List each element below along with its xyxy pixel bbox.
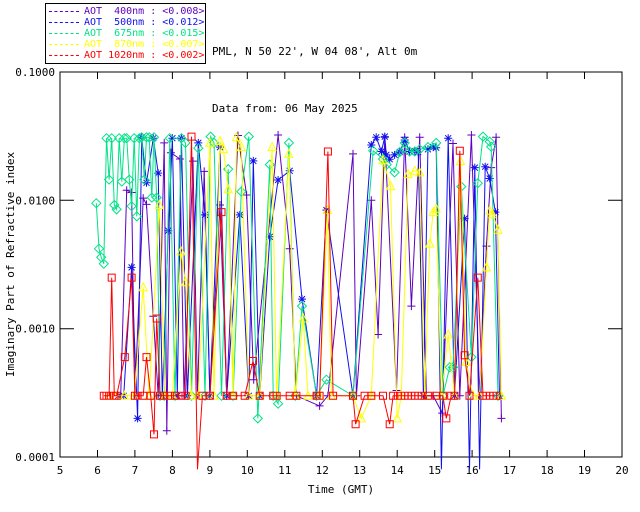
x-tick-label: 9 bbox=[207, 464, 214, 477]
series-aot-1020nm-line bbox=[103, 136, 497, 470]
x-tick-label: 15 bbox=[428, 464, 441, 477]
series-aot-675nm-markers bbox=[91, 131, 504, 424]
legend-dash-swatch-aot-400nm bbox=[49, 11, 79, 12]
y-tick-label: 0.1000 bbox=[15, 66, 55, 79]
x-tick-label: 17 bbox=[503, 464, 516, 477]
x-tick-label: 14 bbox=[391, 464, 405, 477]
x-axis-title: Time (GMT) bbox=[308, 483, 374, 496]
x-tick-label: 7 bbox=[132, 464, 139, 477]
series-aot-1020nm bbox=[99, 132, 501, 470]
x-tick-label: 12 bbox=[316, 464, 329, 477]
y-axis-title: Imaginary Part of Refractive index bbox=[4, 152, 17, 378]
legend-label-aot-675nm: AOT 675nm : <0.015> bbox=[84, 28, 205, 39]
x-tick-label: 18 bbox=[540, 464, 553, 477]
y-tick-label: 0.0001 bbox=[15, 451, 55, 464]
legend-dash-swatch-aot-500nm bbox=[49, 22, 79, 23]
plot-axes: 5 6 7 8 9 10 11 12 13 14 15 16 17 18 19 20 0.1000 0.0100 0… bbox=[4, 66, 629, 496]
y-tick-label: 0.0100 bbox=[15, 194, 55, 207]
legend-label-aot-500nm: AOT 500nm : <0.012> bbox=[84, 17, 205, 28]
x-tick-label: 11 bbox=[278, 464, 291, 477]
legend-item-aot-400nm: AOT 400nm : <0.008> bbox=[49, 6, 205, 17]
x-tick-label: 8 bbox=[169, 464, 176, 477]
series-aot-1020nm-markers bbox=[99, 132, 501, 439]
legend-item-aot-500nm: AOT 500nm : <0.012> bbox=[49, 17, 205, 28]
legend-label-aot-400nm: AOT 400nm : <0.008> bbox=[84, 6, 205, 17]
legend-item-aot-870nm: AOT 870nm : <0.007> bbox=[49, 39, 205, 50]
x-tick-label: 6 bbox=[94, 464, 101, 477]
legend-label-aot-1020nm: AOT 1020nm : <0.002> bbox=[84, 50, 205, 61]
legend-item-aot-675nm: AOT 675nm : <0.015> bbox=[49, 28, 205, 39]
legend-dash-swatch-aot-1020nm bbox=[49, 55, 79, 56]
x-tick-label: 13 bbox=[353, 464, 366, 477]
site-location-line: PML, N 50 22', W 04 08', Alt 0m bbox=[212, 45, 418, 58]
x-tick-label: 5 bbox=[57, 464, 64, 477]
legend-dash-swatch-aot-675nm bbox=[49, 33, 79, 34]
x-tick-label: 20 bbox=[615, 464, 628, 477]
data-date-line: Data from: 06 May 2025 bbox=[212, 102, 358, 115]
x-tick-label: 16 bbox=[465, 464, 478, 477]
legend-box: AOT 400nm : <0.008> AOT 500nm : <0.012> AO… bbox=[45, 3, 206, 64]
legend-dash-swatch-aot-870nm bbox=[49, 44, 79, 45]
series-aot-500nm-line bbox=[118, 136, 500, 470]
y-tick-label: 0.0010 bbox=[15, 323, 55, 336]
axis-ticks bbox=[59, 71, 623, 458]
series-aot-500nm bbox=[114, 132, 504, 470]
legend-label-aot-870nm: AOT 870nm : <0.007> bbox=[84, 39, 205, 50]
x-tick-label: 19 bbox=[578, 464, 591, 477]
legend-item-aot-1020nm: AOT 1020nm : <0.002> bbox=[49, 50, 205, 61]
header-block: PML, N 50 22', W 04 08', Alt 0m Data fro… bbox=[212, 4, 417, 156]
x-tick-label: 10 bbox=[241, 464, 254, 477]
